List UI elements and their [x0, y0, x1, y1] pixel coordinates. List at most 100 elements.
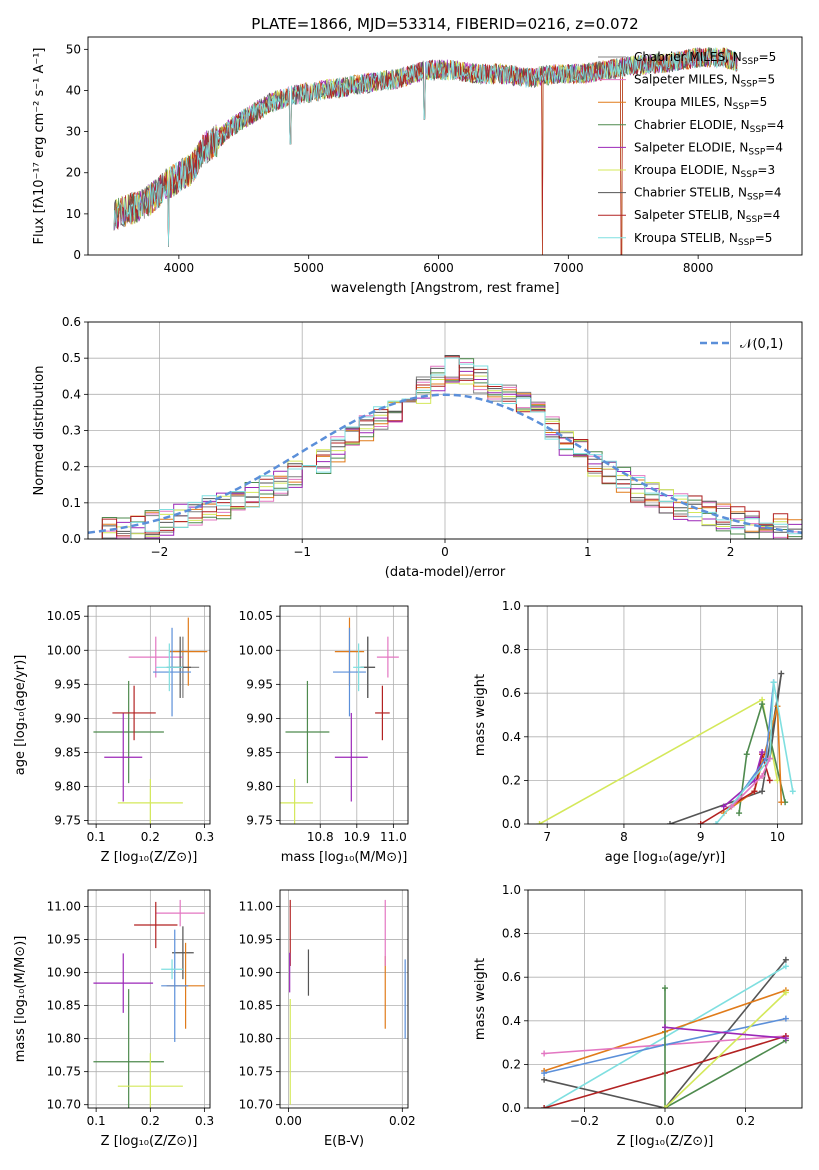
y-tick-label: 0.0 — [502, 817, 521, 831]
legend-label-kroupa_elodie: Kroupa ELODIE, NSSP=3 — [634, 163, 775, 180]
axes-frame — [87, 605, 211, 825]
panel-age_vs_Z: 0.1 0.2 0.3 9.75 9.80 9.85 9.90 9.95 10.00 10.05 Z… — [13, 605, 214, 865]
y-tick-label: 11.00 — [47, 900, 81, 914]
y-axis-label: mass weight — [473, 674, 488, 756]
y-tick-label: 10.00 — [239, 643, 273, 657]
legend-subscript: SSP — [741, 80, 758, 90]
y-tick-label: 0.0 — [62, 532, 81, 546]
y-tick-label: 10.80 — [239, 1032, 273, 1046]
weight-line-kroupa_miles — [723, 706, 783, 814]
x-tick-label: 6000 — [423, 261, 454, 275]
panel-spectrum: 4000 5000 6000 7000 8000 0 10 20 30 40 50 wavelengt… — [32, 36, 803, 296]
x-tick-label: 10.8 — [307, 830, 334, 844]
y-tick-label: 10.85 — [47, 999, 81, 1013]
weight-line-salpeter_elodie — [664, 1026, 786, 1039]
y-tick-label: 9.75 — [54, 814, 81, 828]
legend: Chabrier MILES, NSSP=5 Salpeter MILES, NS… — [598, 50, 784, 248]
axes-frame — [87, 321, 803, 540]
x-tick-label: 0 — [441, 545, 449, 559]
legend-value: =5 — [755, 231, 773, 245]
x-tick-label: 0.2 — [736, 1114, 755, 1128]
x-tick-label: 10.9 — [343, 830, 370, 844]
panel-weight_vs_age: 7 8 9 10 0.0 0.2 0.4 0.6 0.8 1.0 age [log₁₀(age/yr… — [473, 599, 803, 865]
legend-label-salpeter_elodie: Salpeter ELODIE, NSSP=4 — [634, 140, 783, 157]
y-tick-label: 10.70 — [239, 1098, 273, 1112]
y-tick-label: 0.5 — [62, 351, 81, 365]
legend-value: =4 — [764, 186, 782, 200]
legend-label-chabrier_elodie: Chabrier ELODIE, NSSP=4 — [634, 118, 784, 135]
y-tick-label: 9.80 — [54, 780, 81, 794]
legend-subscript: SSP — [746, 215, 763, 225]
legend-subscript: SSP — [733, 102, 750, 112]
x-tick-label: 1 — [584, 545, 592, 559]
legend-value: =5 — [757, 73, 775, 87]
x-tick-label: 7000 — [553, 261, 584, 275]
y-tick-label: 10.85 — [239, 999, 273, 1013]
legend-label-salpeter_miles: Salpeter MILES, NSSP=5 — [634, 73, 775, 90]
legend-value: =4 — [765, 140, 783, 154]
y-tick-label: 10 — [66, 207, 81, 221]
y-tick-label: 0.2 — [62, 460, 81, 474]
y-tick-label: 10.05 — [47, 609, 81, 623]
y-tick-label: 0.2 — [502, 773, 521, 787]
y-tick-label: 0.8 — [502, 643, 521, 657]
panel-age_vs_mass: 10.8 10.9 11.0 9.75 9.80 9.85 9.90 9.95 10.00 10.… — [239, 605, 409, 865]
legend-label-salpeter_stelib: Salpeter STELIB, NSSP=4 — [634, 208, 780, 225]
normal-curve — [88, 393, 802, 534]
legend-subscript: SSP — [741, 170, 758, 180]
y-tick-label: 1.0 — [502, 883, 521, 897]
y-tick-label: 10.95 — [47, 933, 81, 947]
y-tick-label: 10.70 — [47, 1098, 81, 1112]
plot-area — [280, 617, 399, 824]
weight-line-chabrier_stelib — [543, 959, 787, 1108]
y-tick-label: 9.95 — [54, 677, 81, 691]
y-tick-label: 50 — [66, 42, 81, 56]
x-tick-label: 0.1 — [87, 1114, 106, 1128]
y-tick-label: 0.4 — [502, 730, 521, 744]
weight-line-normal — [730, 682, 775, 808]
x-tick-label: −0.2 — [570, 1114, 599, 1128]
y-tick-label: 0.3 — [62, 424, 81, 438]
plot-area — [113, 47, 738, 255]
panel-residuals: −2 −1 0 1 2 0.0 0.1 0.2 0.3 0.4 0.5 0.6 (data-model)… — [32, 315, 803, 580]
y-tick-label: 0.8 — [502, 927, 521, 941]
y-axis-label: mass [log₁₀(M/M⊙)] — [13, 936, 28, 1063]
y-tick-label: 0.6 — [62, 315, 81, 329]
legend-value: =4 — [763, 208, 781, 222]
x-tick-label: 11.0 — [380, 830, 407, 844]
y-tick-label: 10.75 — [239, 1065, 273, 1079]
y-tick-label: 10.75 — [47, 1065, 81, 1079]
y-tick-label: 0.2 — [502, 1057, 521, 1071]
x-tick-label: 10 — [770, 830, 785, 844]
y-axis-label: age [log₁₀(age/yr)] — [13, 655, 28, 776]
panel-mass_vs_ebv: 0.00 0.02 10.70 10.75 10.80 10.85 10.90 10.95 11… — [239, 889, 416, 1149]
legend-subscript: SSP — [747, 193, 764, 203]
x-tick-label: 7 — [543, 830, 551, 844]
x-tick-label: 0.2 — [141, 830, 160, 844]
panel-mass_vs_Z: 0.1 0.2 0.3 10.70 10.75 10.80 10.85 10.90 10.95 1… — [13, 889, 214, 1149]
x-axis-label: Z [log₁₀(Z/Z⊙)] — [101, 850, 198, 865]
y-tick-label: 40 — [66, 83, 81, 97]
panel-weight_vs_Z: −0.2 0.0 0.2 0.0 0.2 0.4 0.6 0.8 1.0 Z [log₁₀(Z/Z… — [473, 883, 803, 1149]
x-tick-label: 4000 — [164, 261, 195, 275]
x-tick-label: 0.02 — [389, 1114, 416, 1128]
x-tick-label: 0.00 — [275, 1114, 302, 1128]
y-tick-label: 0.6 — [502, 686, 521, 700]
x-axis-label: Z [log₁₀(Z/Z⊙)] — [617, 1134, 714, 1149]
axes-frame — [279, 605, 409, 825]
x-axis-label: Z [log₁₀(Z/Z⊙)] — [101, 1134, 198, 1149]
plot-area — [541, 956, 789, 1108]
y-tick-label: 20 — [66, 166, 81, 180]
y-tick-label: 10.95 — [239, 933, 273, 947]
y-tick-label: 9.80 — [246, 780, 273, 794]
legend-value: =3 — [757, 163, 775, 177]
weight-line-kroupa_stelib — [715, 682, 794, 824]
y-tick-label: 9.75 — [246, 814, 273, 828]
x-tick-label: −2 — [151, 545, 169, 559]
spectrum-line-kroupa_stelib — [113, 47, 738, 247]
y-tick-label: 10.05 — [239, 609, 273, 623]
legend-value: =5 — [759, 50, 777, 64]
plot-area — [93, 617, 208, 824]
legend-value: =4 — [766, 118, 784, 132]
legend-subscript: SSP — [742, 57, 759, 67]
